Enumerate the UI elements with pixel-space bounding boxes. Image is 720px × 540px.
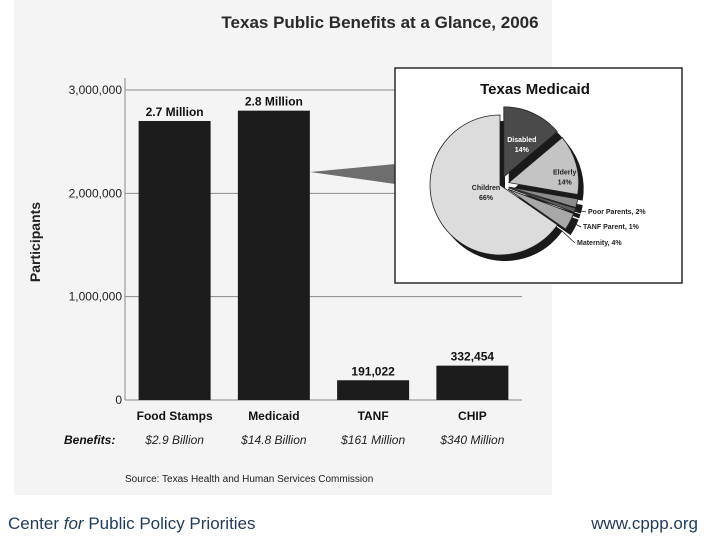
benefit-value: $14.8 Billion	[240, 433, 307, 447]
pie-slice	[508, 186, 579, 208]
bar-value-label: 191,022	[351, 364, 395, 378]
pie-layer: Disabled 14% Elderly 14% Poor Parents, 2% TAN…	[429, 106, 646, 261]
bar	[436, 365, 509, 400]
pie-slice-label: Elderly	[553, 170, 576, 177]
footer-organization: Center for Public Policy Priorities	[8, 514, 256, 534]
y-tick-label: 2,000,000	[69, 186, 123, 200]
inset-title: Texas Medicaid	[480, 81, 590, 98]
pie-leader-line	[561, 230, 576, 244]
bar	[337, 380, 410, 400]
pie-slice-label: TANF Parent, 1%	[583, 224, 640, 231]
pie-slice	[429, 114, 559, 256]
bars-layer: 2.7 Million Food Stamps $2.9 Billion 2.8 Mi…	[64, 95, 509, 447]
pie-slice-label: Disabled	[507, 137, 536, 144]
footer-org-after: Public Policy Priorities	[83, 514, 256, 533]
bar-value-label: 2.7 Million	[146, 105, 204, 119]
benefit-value: $2.9 Billion	[144, 433, 204, 447]
y-axis-label: Participants	[27, 202, 43, 282]
pie-slice	[507, 188, 575, 230]
y-tick-label: 3,000,000	[69, 83, 123, 97]
callout-wedge	[310, 164, 395, 184]
bar-value-label: 2.8 Million	[245, 95, 303, 109]
pie-slice	[507, 136, 580, 196]
footer-org-before: Center	[8, 514, 64, 533]
bar	[237, 110, 310, 401]
footer-url: www.cppp.org	[591, 514, 698, 533]
category-label: Food Stamps	[137, 409, 213, 423]
source-note: Source: Texas Health and Human Services …	[125, 474, 373, 485]
pie-slice-label: Maternity, 4%	[577, 240, 622, 247]
pie-slice-value: 66%	[479, 195, 494, 202]
y-tick-label: 0	[115, 393, 122, 407]
pie-slice-label: Children	[472, 185, 500, 192]
benefit-value: $161 Million	[340, 433, 405, 447]
y-tick-label: 1,000,000	[69, 290, 123, 304]
pie-slice-value: 14%	[515, 147, 530, 154]
benefits-label: Benefits:	[64, 433, 115, 447]
footer-org-italic: for	[63, 514, 84, 533]
category-label: Medicaid	[248, 409, 299, 423]
category-label: CHIP	[458, 409, 487, 423]
pie-slice	[508, 187, 576, 213]
chart-title: Texas Public Benefits at a Glance, 2006	[221, 13, 538, 32]
bar-value-label: 332,454	[451, 350, 495, 364]
category-label: TANF	[358, 409, 389, 423]
pie-slice-label: Poor Parents, 2%	[588, 209, 646, 216]
benefit-value: $340 Million	[439, 433, 504, 447]
pie-slice	[503, 106, 558, 178]
pie-slice-value: 14%	[558, 180, 573, 187]
bar	[138, 121, 211, 400]
